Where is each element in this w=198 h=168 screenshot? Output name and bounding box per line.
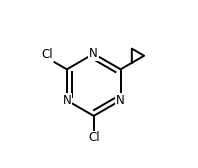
Text: N: N [62,94,71,107]
Text: N: N [89,47,98,60]
Text: Cl: Cl [42,48,53,61]
Text: N: N [116,94,125,107]
Text: Cl: Cl [88,131,100,144]
